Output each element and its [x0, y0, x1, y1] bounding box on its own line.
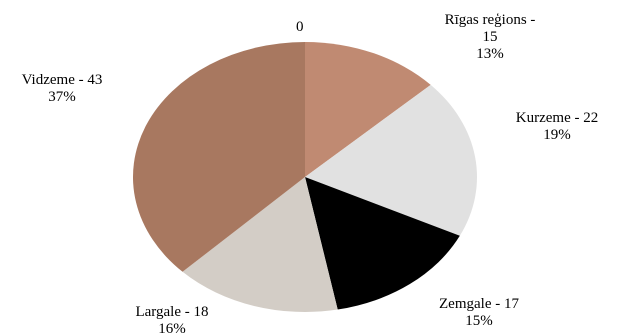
- pie-slice-kurzeme: [305, 84, 477, 236]
- top-zero-label: 0: [296, 19, 304, 36]
- slice-label-line: Vidzeme - 43: [21, 72, 103, 88]
- slice-label-line: 15%: [465, 313, 493, 329]
- slice-label-line: Rīgas reģions -: [444, 12, 536, 28]
- pie-slice-largale: [182, 177, 338, 313]
- slice-label-line: Largale - 18: [135, 304, 209, 320]
- slice-label-kurzeme: Kurzeme - 22 19%: [502, 110, 612, 144]
- slice-label-line: 13%: [476, 46, 504, 62]
- pie-slice-vidzeme: [132, 41, 305, 272]
- slice-label-line: 19%: [543, 127, 571, 143]
- slice-label-vidzeme: Vidzeme - 43 37%: [4, 72, 120, 106]
- slice-label-line: Kurzeme - 22: [515, 110, 599, 126]
- slice-label-line: Zemgale - 17: [439, 296, 519, 312]
- slice-label-zemgale: Zemgale - 17 15%: [423, 296, 535, 330]
- pie-slice-r-gas-re-ions: [305, 42, 431, 177]
- slice-label-line: 15: [482, 29, 498, 45]
- top-zero-text: 0: [296, 19, 304, 35]
- slice-label-largale: Largale - 18 16%: [123, 304, 221, 334]
- pie-slice-zemgale: [305, 177, 460, 310]
- slice-label-rigas-regions: Rīgas reģions - 15 13%: [430, 12, 550, 63]
- slice-label-line: 16%: [158, 321, 186, 334]
- slice-label-line: 37%: [48, 89, 76, 105]
